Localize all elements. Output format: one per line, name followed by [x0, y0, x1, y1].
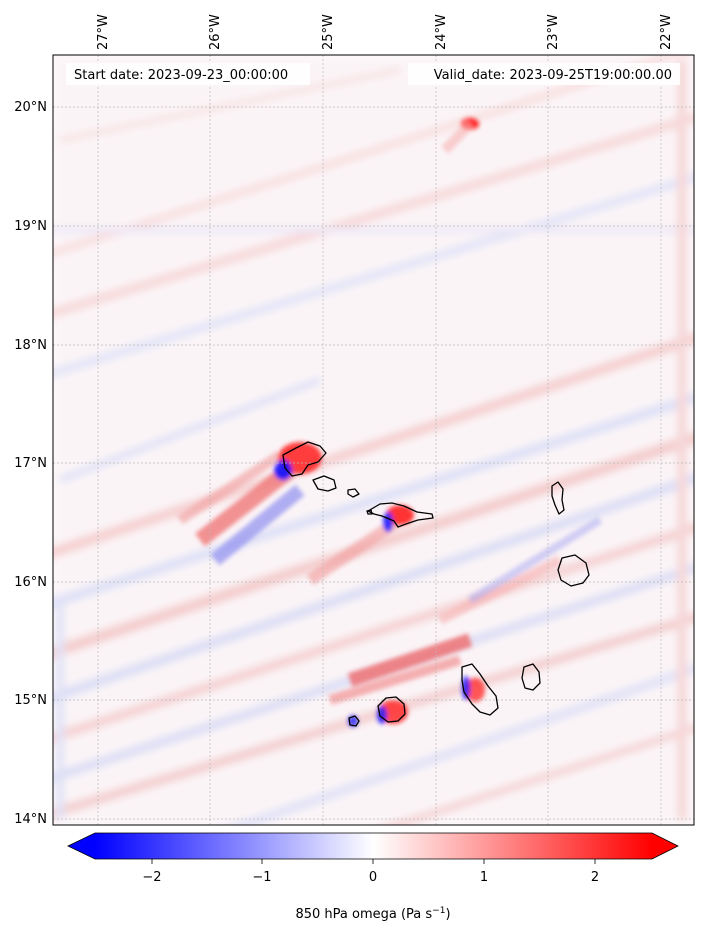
start-date-text: Start date: 2023-09-23_00:00:00 — [74, 68, 288, 83]
island-brava — [348, 715, 360, 727]
island-maio — [521, 663, 541, 691]
colorbar-extend-low — [68, 833, 95, 859]
colorbar-outline — [67, 832, 679, 860]
omega-field — [53, 55, 694, 825]
map-frame — [52, 54, 695, 826]
colorbar-title-sup: −1 — [432, 906, 445, 916]
lon-label-25w: 25°W — [321, 14, 336, 50]
colorbar-label-0: 0 — [369, 870, 377, 885]
colorbar-label-m2: −2 — [142, 870, 161, 885]
gridlines — [53, 55, 694, 825]
island-santiago — [461, 663, 499, 716]
lat-label-16n: 16°N — [14, 575, 47, 590]
valid-date-box — [408, 63, 680, 85]
island-raso — [366, 509, 373, 515]
lat-label-19n: 19°N — [14, 219, 47, 234]
lon-label-22w: 22°W — [659, 14, 674, 50]
lat-label-20n: 20°N — [14, 100, 47, 115]
lat-label-15n: 15°N — [14, 693, 47, 708]
colorbar-label-2: 2 — [591, 870, 599, 885]
lon-tick-labels: 27°W 26°W 25°W 24°W 23°W 22°W — [96, 14, 674, 50]
lon-label-27w: 27°W — [96, 14, 111, 50]
coastlines — [282, 441, 590, 727]
colorbar-label-m1: −1 — [252, 870, 271, 885]
colorbar-ticks — [151, 859, 596, 864]
lon-label-23w: 23°W — [546, 14, 561, 50]
lon-label-26w: 26°W — [208, 14, 223, 50]
colorbar-title: 850 hPa omega (Pa s−1) — [295, 906, 450, 922]
colorbar-tick-labels: −2 −1 0 1 2 — [142, 870, 599, 885]
colorbar-extend-high — [652, 833, 678, 859]
colorbar-label-1: 1 — [480, 870, 488, 885]
lat-tick-labels: 20°N 19°N 18°N 17°N 16°N 15°N 14°N — [14, 100, 47, 827]
lat-label-14n: 14°N — [14, 812, 47, 827]
island-sal — [551, 481, 565, 515]
colorbar-title-main: 850 hPa omega (Pa s — [295, 907, 432, 922]
lon-label-24w: 24°W — [434, 14, 449, 50]
date-annotations: Start date: 2023-09-23_00:00:00 Valid_da… — [66, 63, 680, 85]
island-fogo — [377, 696, 406, 723]
island-sao-nicolau — [367, 502, 434, 528]
island-boa-vista — [557, 554, 590, 587]
map-panel: Start date: 2023-09-23_00:00:00 Valid_da… — [52, 54, 695, 826]
colorbar-title-end: ) — [445, 907, 450, 922]
island-santo-antao — [282, 441, 327, 477]
lat-label-17n: 17°N — [14, 456, 47, 471]
island-sao-vicente — [312, 475, 337, 492]
valid-date-text: Valid_date: 2023-09-25T19:00:00.00 — [434, 68, 672, 83]
colorbar: −2 −1 0 1 2 850 hPa omega (Pa s−1) — [67, 832, 679, 922]
lat-label-18n: 18°N — [14, 338, 47, 353]
colorbar-gradient — [95, 833, 652, 859]
start-date-box — [66, 63, 310, 85]
island-santa-luzia — [347, 488, 360, 498]
background-streaks — [53, 55, 694, 825]
